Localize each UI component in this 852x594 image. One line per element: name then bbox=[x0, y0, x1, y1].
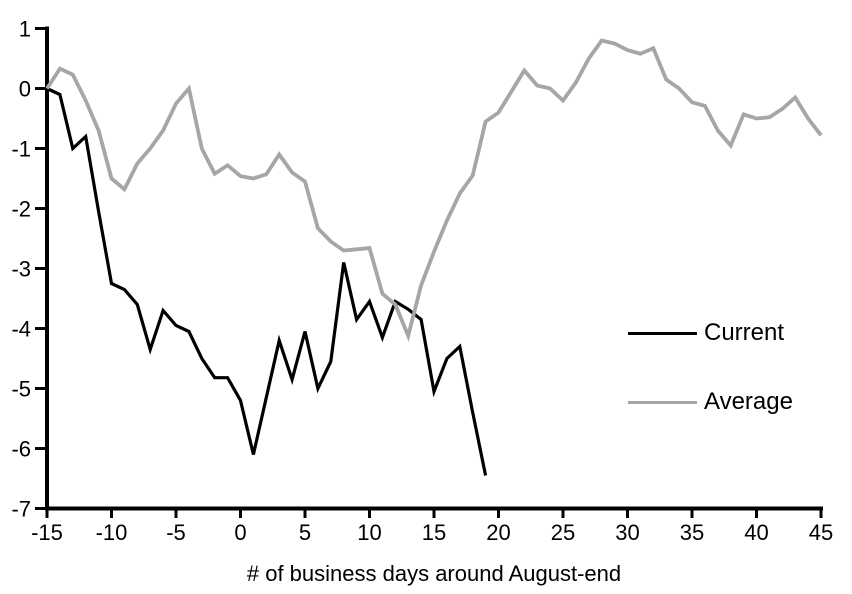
x-tick-label: -10 bbox=[96, 520, 128, 545]
x-tick-label: 35 bbox=[680, 520, 704, 545]
x-tick-label: 45 bbox=[809, 520, 833, 545]
current-line-swatch bbox=[628, 331, 697, 335]
average-line-swatch bbox=[628, 400, 697, 404]
x-tick-label: 20 bbox=[486, 520, 510, 545]
x-tick-label: 15 bbox=[422, 520, 446, 545]
current-line bbox=[46, 87, 488, 476]
x-tick-label: 5 bbox=[299, 520, 311, 545]
average-line bbox=[45, 38, 823, 342]
x-axis-title: # of business days around August-end bbox=[246, 561, 622, 586]
legend: Current Average bbox=[628, 319, 793, 416]
legend-item-current: Current bbox=[628, 319, 793, 347]
x-tick-label: 0 bbox=[234, 520, 246, 545]
y-tick-label: -6 bbox=[11, 437, 31, 462]
y-tick-label: -1 bbox=[11, 137, 31, 162]
y-tick-label: 1 bbox=[19, 17, 31, 42]
x-tick-label: 30 bbox=[615, 520, 639, 545]
x-tick-label: 40 bbox=[744, 520, 768, 545]
x-tick-label: 10 bbox=[357, 520, 381, 545]
x-tick-label: -5 bbox=[166, 520, 186, 545]
x-tick-label: 25 bbox=[551, 520, 575, 545]
y-tick-label: -5 bbox=[11, 377, 31, 402]
legend-label-current: Current bbox=[704, 319, 785, 346]
y-tick-label: -7 bbox=[11, 497, 31, 522]
legend-item-average: Average bbox=[628, 388, 793, 416]
y-tick-label: -3 bbox=[11, 257, 31, 282]
y-tick-label: -2 bbox=[11, 197, 31, 222]
x-tick-label: -15 bbox=[31, 520, 63, 545]
legend-label-average: Average bbox=[704, 388, 793, 415]
y-tick-label: -4 bbox=[11, 317, 31, 342]
y-tick-label: 0 bbox=[19, 77, 31, 102]
